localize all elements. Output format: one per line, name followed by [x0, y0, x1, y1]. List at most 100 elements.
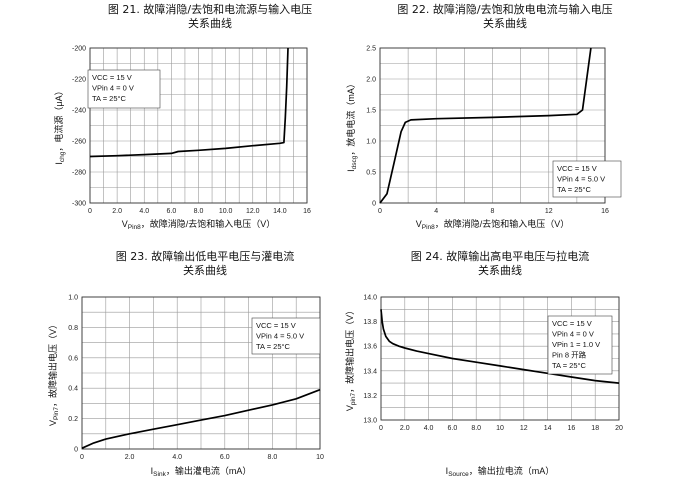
- series-line: [81, 388, 321, 449]
- x-tick-label: 2.0: [112, 208, 122, 215]
- x-tick-label: 10.0: [219, 208, 233, 215]
- y-tick-label: -300: [72, 201, 86, 208]
- chart-title-line2: 关系曲线: [478, 264, 522, 277]
- x-tick-label: 2.0: [400, 425, 410, 432]
- y-tick-label: 0: [372, 201, 376, 208]
- y-tick-label: -260: [72, 139, 86, 146]
- x-tick-label: 14: [544, 425, 552, 432]
- x-tick-label: 12: [545, 208, 553, 215]
- y-tick-label: 2.0: [366, 77, 376, 84]
- y-tick-label: 0.8: [68, 325, 78, 332]
- x-tick-label: 16: [568, 425, 576, 432]
- chart-title-line1: 图 24. 故障输出高电平电压与拉电流: [410, 250, 590, 263]
- x-axis-label-rest: ，输出灌电流（mA）: [166, 465, 252, 476]
- series-line: [379, 47, 592, 204]
- x-tick-label: 2.0: [125, 454, 135, 461]
- y-axis-label: VPin7，故障输出电压（V）: [47, 320, 60, 426]
- chart-title-line2: 关系曲线: [483, 17, 527, 30]
- x-axis-label: ISink，输出灌电流（mA）: [151, 465, 252, 478]
- x-tick-label: 14.0: [273, 208, 287, 215]
- y-tick-label: 0: [74, 447, 78, 454]
- annotation-text: TA = 25°C: [557, 185, 592, 194]
- plot-frame: [380, 296, 620, 421]
- annotation-text: VPin 4 = 0 V: [92, 84, 134, 93]
- chart-title-line1: 图 22. 故障消隐/去饱和放电电流与输入电压: [397, 3, 613, 16]
- annotation-text: VPin 1 = 1.0 V: [552, 340, 600, 349]
- y-tick-label: 1.0: [366, 139, 376, 146]
- y-tick-label: 2.5: [366, 46, 376, 53]
- y-axis-label-main: V: [345, 405, 355, 411]
- annotation-text: VCC = 15 V: [92, 73, 132, 82]
- y-axis-label-sub: dscg: [351, 155, 358, 169]
- x-axis-label: VPin8，故障消隐/去饱和输入电压（V）: [416, 218, 570, 231]
- x-tick-label: 0: [88, 208, 92, 215]
- annotation-box: [547, 315, 613, 375]
- y-tick-label: 0.4: [68, 386, 78, 393]
- y-tick-label: 0.5: [366, 170, 376, 177]
- y-tick-label: 0.6: [68, 355, 78, 362]
- x-tick-label: 8.0: [268, 454, 278, 461]
- x-tick-label: 8: [491, 208, 495, 215]
- annotation-text: VCC = 15 V: [552, 319, 592, 328]
- x-tick-label: 6.0: [220, 454, 230, 461]
- x-axis-label-rest: ，故障消隐/去饱和输入电压（V）: [435, 218, 570, 229]
- annotation-text: TA = 25°C: [92, 94, 127, 103]
- x-tick-label: 20: [615, 425, 623, 432]
- x-tick-label: 6.0: [167, 208, 177, 215]
- x-tick-label: 10: [316, 454, 324, 461]
- y-axis-label-rest: ，故障输出电压（V）: [47, 320, 58, 407]
- x-tick-label: 18: [591, 425, 599, 432]
- y-axis-label-main: I: [346, 169, 356, 172]
- y-axis-label-rest: ，电流源（μA）: [53, 86, 64, 151]
- y-axis-label-sub: pin7: [350, 392, 357, 405]
- y-tick-label: -220: [72, 77, 86, 84]
- annotation-box: [552, 160, 622, 198]
- annotation-text: TA = 25°C: [256, 342, 291, 351]
- y-axis-label-sub: Pin7: [53, 407, 60, 420]
- plot-frame: [81, 296, 321, 450]
- y-tick-label: 13.2: [363, 393, 377, 400]
- x-tick-label: 16: [601, 208, 609, 215]
- y-axis-label-sub: chg: [59, 151, 66, 162]
- y-tick-label: 13.0: [363, 418, 377, 425]
- x-axis-label-rest: ，输出拉电流（mA）: [469, 465, 555, 476]
- x-tick-label: 4: [434, 208, 438, 215]
- y-axis-label-rest: ，放电电流（mA）: [345, 79, 356, 156]
- x-tick-label: 4.0: [172, 454, 182, 461]
- annotation-text: VCC = 15 V: [256, 321, 296, 330]
- chart-title-21: 图 21. 故障消隐/去饱和电流源与输入电压 关系曲线: [65, 3, 355, 31]
- annotation-text: VCC = 15 V: [557, 164, 597, 173]
- chart-title-22: 图 22. 故障消隐/去饱和放电电流与输入电压 关系曲线: [355, 3, 655, 31]
- x-axis-label-sub: Pin8: [422, 224, 435, 231]
- y-axis-label-main: I: [54, 162, 64, 165]
- x-axis-label-main: V: [122, 219, 128, 229]
- x-axis-label-sub: Sink: [153, 471, 166, 478]
- x-axis-label-main: V: [416, 219, 422, 229]
- y-axis-label: Idscg，放电电流（mA）: [345, 79, 358, 172]
- x-axis-label-rest: ，故障消隐/去饱和输入电压（V）: [141, 218, 276, 229]
- y-tick-label: 1.0: [68, 295, 78, 302]
- chart-title-line2: 关系曲线: [183, 264, 227, 277]
- x-tick-label: 4.0: [139, 208, 149, 215]
- chart-title-line1: 图 21. 故障消隐/去饱和电流源与输入电压: [107, 3, 313, 16]
- y-tick-label: 0.2: [68, 416, 78, 423]
- x-tick-label: 6.0: [448, 425, 458, 432]
- plot-frame: [89, 47, 308, 204]
- y-tick-label: 1.5: [366, 108, 376, 115]
- y-axis-label-rest: ，故障输出电压（V）: [344, 306, 355, 393]
- y-tick-label: -280: [72, 170, 86, 177]
- y-tick-label: -200: [72, 46, 86, 53]
- x-tick-label: 10: [496, 425, 504, 432]
- y-tick-label: 13.4: [363, 368, 377, 375]
- annotation-text: Pin 8 开路: [552, 350, 587, 360]
- chart-title-24: 图 24. 故障输出高电平电压与拉电流 关系曲线: [350, 250, 650, 278]
- annotation-text: VPin 4 = 5.0 V: [557, 175, 605, 184]
- x-axis-label-sub: Pin8: [128, 224, 141, 231]
- x-axis-label-sub: Source: [448, 471, 469, 478]
- x-tick-label: 0: [379, 425, 383, 432]
- y-tick-label: 14.0: [363, 295, 377, 302]
- x-axis-label: ISource，输出拉电流（mA）: [446, 465, 555, 478]
